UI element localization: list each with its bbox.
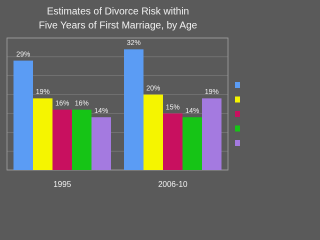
x-tick-label: 1995 <box>53 180 71 189</box>
value-label: 19% <box>36 89 50 96</box>
bar <box>124 49 144 170</box>
value-label: 16% <box>75 101 89 108</box>
bar <box>13 60 33 170</box>
legend-swatch <box>235 125 240 132</box>
bar <box>33 98 53 170</box>
plot-frame <box>6 37 229 171</box>
value-label: 14% <box>185 108 199 115</box>
bar <box>91 117 111 170</box>
bar <box>72 109 92 170</box>
bar <box>202 98 222 170</box>
chart-title: Estimates of Divorce Risk within <box>47 7 189 18</box>
legend-swatch <box>235 111 240 117</box>
value-label: 29% <box>16 51 30 58</box>
value-label: 16% <box>55 101 69 108</box>
legend-swatch <box>235 96 240 103</box>
legend-swatch <box>235 140 240 146</box>
chart-title: Five Years of First Marriage, by Age <box>39 21 198 32</box>
bar <box>52 109 72 170</box>
value-label: 20% <box>146 85 160 92</box>
legend-swatch <box>235 82 240 88</box>
x-tick-label: 2006-10 <box>158 180 188 189</box>
value-label: 32% <box>127 40 141 47</box>
bar <box>163 113 183 170</box>
bar <box>143 94 163 170</box>
value-label: 14% <box>94 108 108 115</box>
value-label: 19% <box>205 89 219 96</box>
chart: Estimates of Divorce Risk within Five Ye… <box>6 6 240 190</box>
value-label: 15% <box>166 104 180 111</box>
bar <box>182 117 202 170</box>
page: {"chart_data":{"type":"bar","title":["Es… <box>6 6 240 190</box>
